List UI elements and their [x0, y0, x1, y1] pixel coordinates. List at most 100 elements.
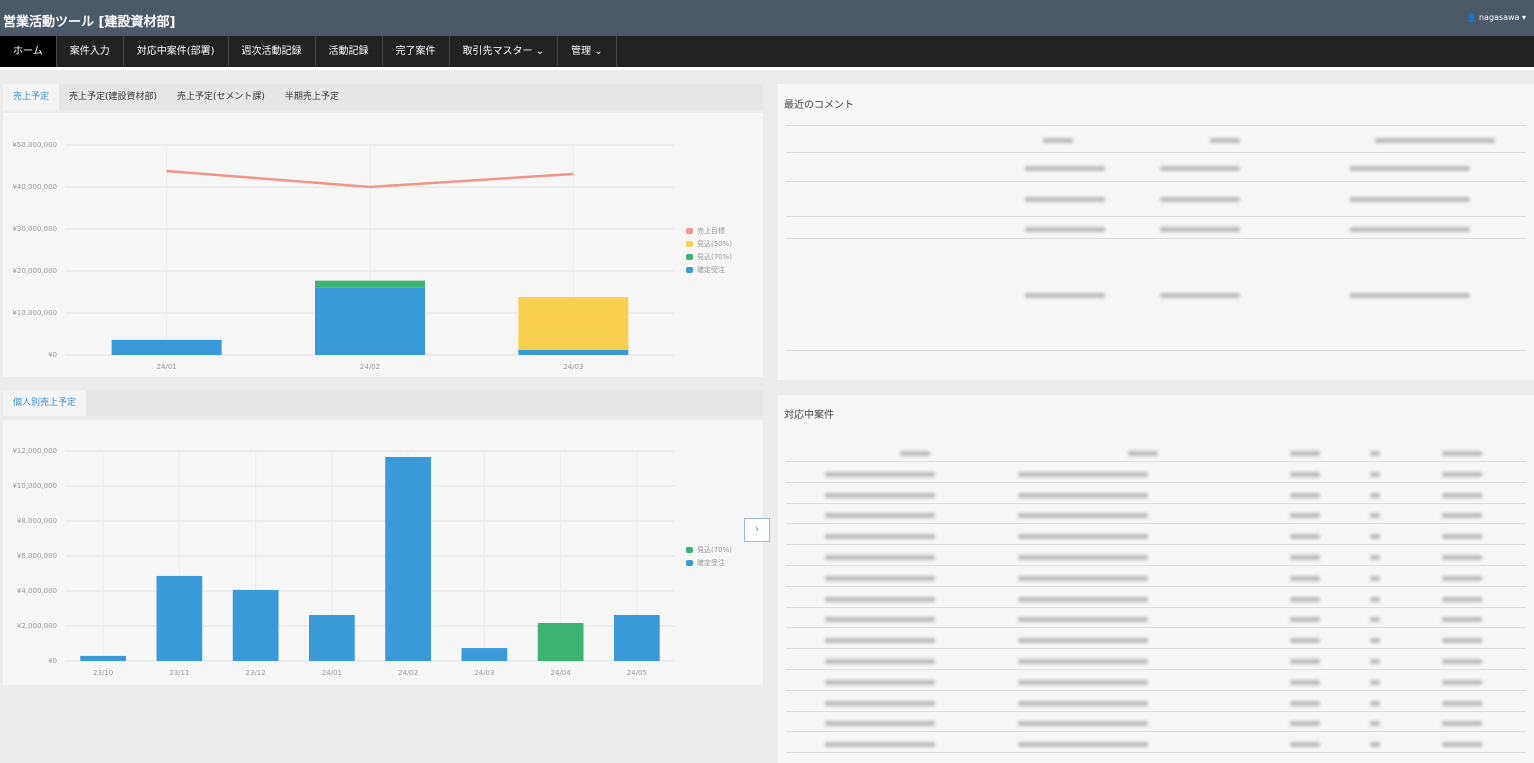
blurred-text: [1018, 492, 1148, 498]
blurred-text: [825, 742, 935, 748]
blurred-text: [1018, 471, 1148, 477]
table-row-line: [786, 481, 1526, 483]
blurred-text: [1442, 451, 1482, 456]
blurred-text: [1370, 742, 1380, 748]
blurred-text: [1025, 227, 1105, 232]
blurred-text: [1370, 555, 1380, 560]
blurred-text: [1442, 679, 1482, 685]
user-menu[interactable]: 👤 nagasawa ▾: [1466, 13, 1526, 22]
blurred-text: [1370, 617, 1380, 623]
header: 営業活動ツール [建設資材部] 👤 nagasawa ▾: [0, 0, 1534, 36]
blurred-text: [825, 659, 935, 664]
blurred-text: [1128, 451, 1158, 456]
blurred-text: [1370, 451, 1380, 456]
tab[interactable]: 個人別売上予定: [3, 390, 87, 416]
table-row-line: [786, 606, 1526, 608]
blurred-text: [1025, 293, 1105, 298]
blurred-text: [1290, 679, 1320, 685]
blurred-text: [1160, 166, 1240, 171]
blurred-text: [1290, 471, 1320, 477]
tab[interactable]: 売上予定: [3, 84, 60, 110]
table-row-line: [786, 565, 1526, 566]
blurred-text: [1210, 138, 1240, 143]
blurred-text: [1018, 575, 1148, 581]
table-row-line: [786, 689, 1526, 691]
blurred-text: [1025, 197, 1105, 202]
blurred-text: [1290, 617, 1320, 623]
table-row-line: [786, 502, 1526, 504]
nav-item[interactable]: ホーム: [0, 36, 57, 67]
user-name: nagasawa: [1478, 13, 1520, 22]
blurred-text: [1290, 513, 1320, 519]
table-row-line: [786, 238, 1526, 239]
blurred-text: [1350, 197, 1470, 202]
nav-label: 管理: [571, 46, 592, 57]
blurred-text: [825, 617, 935, 623]
blurred-text: [1442, 700, 1482, 706]
table-row-line: [786, 544, 1526, 546]
panel-title: 最近のコメント: [784, 100, 854, 111]
blurred-text: [825, 575, 935, 581]
table-row-line: [786, 627, 1526, 629]
blurred-text: [825, 534, 935, 540]
chart-panel: [3, 113, 763, 377]
table-row-line: [786, 125, 1526, 126]
table-row-line: [786, 752, 1526, 754]
table-row-line: [786, 216, 1526, 217]
blurred-text: [1018, 638, 1148, 644]
collapse-button[interactable]: ›: [744, 518, 770, 542]
tab-bar: 売上予定 売上予定(建設資材部) 売上予定(セメント課) 半期売上予定: [3, 84, 763, 110]
blurred-text: [825, 471, 935, 477]
blurred-text: [1370, 534, 1380, 540]
blurred-text: [1290, 575, 1320, 581]
tab[interactable]: 売上予定(セメント課): [177, 92, 265, 102]
blurred-text: [1018, 534, 1148, 540]
blurred-text: [1442, 721, 1482, 727]
nav-item[interactable]: 完了案件: [383, 36, 450, 67]
table-row-line: [786, 585, 1526, 587]
blurred-text: [1018, 700, 1148, 706]
table-row-line: [786, 710, 1526, 712]
nav-item[interactable]: 週次活動記録: [229, 36, 316, 67]
nav-item[interactable]: 対応中案件(部署): [124, 36, 229, 67]
blurred-text: [1160, 227, 1240, 232]
blurred-text: [1018, 513, 1148, 519]
blurred-text: [1442, 534, 1482, 540]
blurred-text: [1350, 227, 1470, 232]
tab[interactable]: 売上予定(建設資材部): [69, 92, 158, 102]
blurred-text: [1160, 293, 1240, 298]
tab[interactable]: 半期売上予定: [284, 92, 339, 102]
table-row-line: [786, 648, 1526, 650]
nav-item[interactable]: 管理 ⌄: [558, 36, 617, 67]
blurred-text: [1018, 617, 1148, 623]
blurred-text: [1370, 679, 1380, 685]
nav-item[interactable]: 案件入力: [57, 36, 124, 67]
blurred-text: [1290, 492, 1320, 498]
blurred-text: [1290, 534, 1320, 540]
blurred-text: [1442, 575, 1482, 581]
table-row-line: [786, 523, 1526, 525]
nav-bar: ホーム 案件入力 対応中案件(部署) 週次活動記録 活動記録 完了案件 取引先マ…: [0, 36, 1534, 70]
blurred-text: [1350, 166, 1470, 171]
nav-item[interactable]: 取引先マスター ⌄: [450, 36, 559, 67]
blurred-text: [1290, 659, 1320, 664]
blurred-text: [1442, 596, 1482, 602]
panel-title: 対応中案件: [784, 410, 834, 421]
blurred-text: [900, 451, 930, 456]
blurred-text: [1370, 575, 1380, 581]
blurred-text: [1160, 197, 1240, 202]
blurred-text: [825, 596, 935, 602]
blurred-text: [1350, 293, 1470, 298]
nav-label: 取引先マスター: [462, 46, 533, 57]
table-row-line: [786, 350, 1526, 351]
nav-item[interactable]: 活動記録: [316, 36, 383, 67]
table-row-line: [786, 152, 1526, 153]
blurred-text: [1018, 596, 1148, 602]
blurred-text: [1290, 700, 1320, 706]
blurred-text: [1025, 166, 1105, 171]
blurred-text: [1442, 617, 1482, 623]
blurred-text: [825, 492, 935, 498]
blurred-text: [1442, 555, 1482, 560]
blurred-text: [825, 679, 935, 685]
